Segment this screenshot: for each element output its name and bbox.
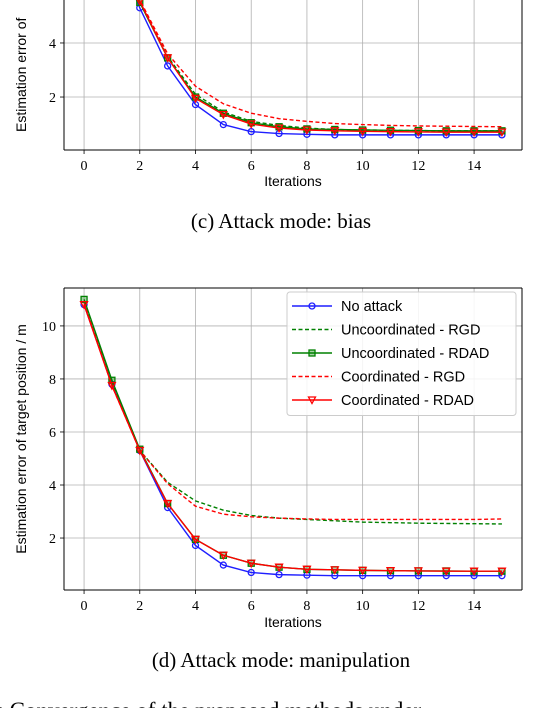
- marker: [358, 566, 368, 576]
- marker: [136, 0, 143, 6]
- marker: [470, 572, 478, 580]
- x-axis-label: Iterations: [264, 614, 322, 630]
- marker: [385, 566, 396, 576]
- plot: [135, 0, 507, 139]
- x-tick-label: 14: [467, 599, 481, 614]
- legend-label: Uncoordinated - RGD: [341, 323, 480, 339]
- marker: [330, 127, 340, 136]
- y-tick-label: 4: [49, 479, 56, 494]
- legend-box: [286, 291, 517, 416]
- x-axis-label: Iterations: [264, 173, 322, 189]
- marker: [441, 567, 451, 577]
- x-tick-label: 8: [303, 599, 310, 614]
- x-tick-label: 6: [248, 599, 255, 614]
- series-line: [137, 0, 502, 132]
- marker: [80, 295, 88, 304]
- marker: [413, 567, 423, 576]
- marker: [386, 572, 395, 580]
- y-tick-label: 6: [49, 426, 56, 441]
- legend-label: Coordinated - RDAD: [341, 393, 474, 409]
- marker: [330, 566, 340, 575]
- marker: [79, 301, 89, 310]
- marker: [274, 124, 284, 133]
- marker: [358, 127, 368, 137]
- x-tick-label: 12: [411, 599, 425, 614]
- x-tick-label: 6: [248, 159, 255, 174]
- y-axis-label: Estimation error of target position / m: [13, 324, 29, 554]
- marker: [414, 572, 423, 580]
- y-tick-label: 4: [49, 37, 56, 52]
- marker: [135, 446, 145, 456]
- x-tick-label: 10: [356, 159, 370, 174]
- marker: [218, 110, 228, 120]
- marker: [302, 126, 312, 135]
- x-tick-label: 4: [192, 159, 199, 174]
- marker: [413, 128, 423, 137]
- marker: [497, 128, 507, 138]
- marker: [190, 535, 201, 545]
- marker: [498, 572, 506, 580]
- marker: [163, 54, 173, 63]
- caption: (d) Attack mode: manipulation: [152, 648, 411, 672]
- marker: [219, 561, 228, 569]
- y-axis-label: Estimation error of: [13, 18, 29, 132]
- x-tick-label: 14: [467, 159, 481, 174]
- series-line: [83, 304, 502, 572]
- legend-label: Coordinated - RGD: [341, 370, 465, 386]
- series-line: [83, 303, 502, 521]
- y-tick-label: 2: [49, 91, 56, 106]
- x-tick-label: 4: [192, 599, 199, 614]
- marker: [219, 120, 228, 129]
- series-line: [83, 304, 502, 577]
- plot: [79, 295, 507, 580]
- series-line: [138, 0, 502, 133]
- caption: (c) Attack mode: bias: [191, 209, 371, 233]
- marker: [247, 568, 255, 577]
- marker: [302, 565, 312, 575]
- marker: [442, 572, 450, 580]
- series-line: [139, 0, 502, 128]
- legend-marker: [308, 349, 316, 357]
- legend-label: No attack: [341, 299, 403, 315]
- legend-marker: [308, 302, 316, 310]
- marker: [246, 120, 256, 129]
- marker: [218, 551, 228, 561]
- y-tick-label: 10: [42, 320, 56, 335]
- marker: [163, 62, 172, 70]
- series-line: [137, 0, 502, 132]
- marker: [190, 94, 201, 104]
- legend-marker: [307, 396, 317, 405]
- marker: [274, 563, 284, 573]
- x-tick-label: 10: [356, 599, 370, 614]
- x-tick-label: 12: [411, 159, 425, 174]
- marker: [163, 499, 173, 509]
- x-tick-label: 8: [303, 159, 310, 174]
- legend-label: Uncoordinated - RDAD: [341, 346, 489, 362]
- figure-caption: 4: Convergence of the proposed methods u…: [0, 698, 422, 708]
- x-tick-label: 2: [136, 599, 143, 614]
- marker: [441, 128, 451, 138]
- marker: [469, 567, 479, 577]
- marker: [246, 559, 256, 569]
- x-tick-label: 0: [81, 159, 88, 174]
- marker: [469, 128, 479, 138]
- series-line: [135, 0, 502, 136]
- marker: [385, 127, 396, 137]
- marker: [107, 381, 117, 391]
- y-tick-label: 8: [49, 373, 56, 388]
- x-tick-label: 2: [136, 159, 143, 174]
- marker: [497, 567, 507, 577]
- y-tick-label: 2: [49, 532, 56, 547]
- marker: [108, 376, 116, 384]
- x-tick-label: 0: [81, 599, 88, 614]
